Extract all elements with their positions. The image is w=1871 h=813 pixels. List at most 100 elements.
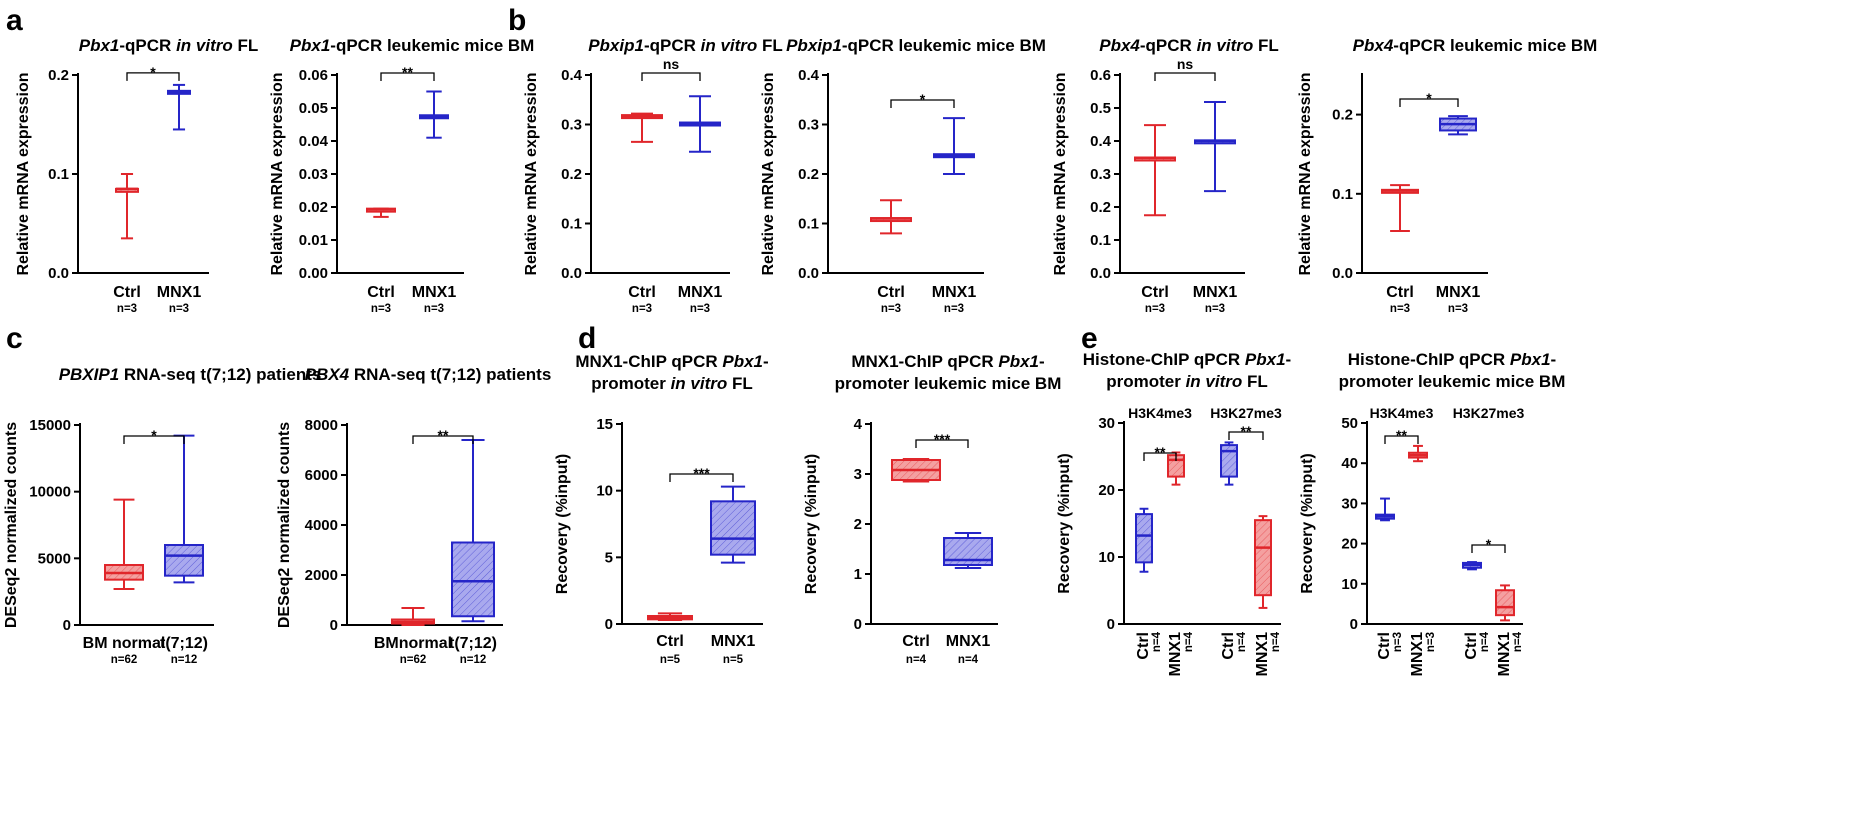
category-label: Ctrl xyxy=(1220,632,1237,660)
bracket-line xyxy=(641,72,701,81)
e2-l1-title-part: - xyxy=(1551,350,1557,369)
n-label: n=3 xyxy=(424,303,444,315)
d1-l2-title-part: in vitro xyxy=(671,374,728,393)
a2-title-part: -qPCR leukemic mice BM xyxy=(330,36,534,55)
n-label: n=12 xyxy=(460,654,487,666)
b3-title-part: in vitro xyxy=(1197,36,1254,55)
chart-d2: MNX1-ChIP qPCR Pbx1- promoter leukemic mi… xyxy=(803,352,1061,666)
y-axis-label: Relative mRNA expression xyxy=(15,72,32,275)
category-label: t(7;12) xyxy=(160,635,208,652)
box-iqr xyxy=(710,500,756,556)
y-tick-label: 2 xyxy=(854,516,862,533)
e2-l1-title-part: Pbx1 xyxy=(1510,350,1551,369)
chart-b4: Pbx4-qPCR leukemic mice BM 0.0 0.1 0.2 Relat… xyxy=(1297,36,1597,315)
bracket-line xyxy=(890,99,955,108)
y-tick-label: 0.3 xyxy=(561,117,582,134)
y-tick-label: 0.04 xyxy=(299,133,329,150)
significance-bracket: *** xyxy=(669,465,734,482)
d2-l1-title-part: - xyxy=(1039,352,1045,371)
bracket-line xyxy=(412,435,474,444)
y-axis-label: Relative mRNA expression xyxy=(1052,72,1069,275)
box-t-7-12- xyxy=(451,439,495,623)
box-ctrl xyxy=(115,173,139,240)
y-tick-label: 0.2 xyxy=(1090,199,1111,216)
b3-title: Pbx4-qPCR in vitro FL xyxy=(1099,36,1278,55)
y-tick-label: 0.0 xyxy=(48,265,69,282)
category-label: Ctrl xyxy=(656,633,684,650)
y-tick-label: 20 xyxy=(1341,536,1358,553)
box-iqr xyxy=(1495,589,1515,617)
box-iqr xyxy=(1254,519,1272,597)
significance-label: ns xyxy=(1177,56,1194,72)
category-label: MNX1 xyxy=(1496,632,1513,677)
significance-label: *** xyxy=(693,465,710,481)
category-label: Ctrl xyxy=(877,284,905,301)
e2-l1-title-part: Histone-ChIP qPCR xyxy=(1348,350,1510,369)
e1-l1-title-part: Pbx1 xyxy=(1245,350,1286,369)
category-label: t(7;12) xyxy=(449,635,497,652)
box-iqr xyxy=(1135,513,1153,564)
n-label: n=3 xyxy=(944,303,964,315)
chart-e2: Histone-ChIP qPCR Pbx1- promoter leukemic… xyxy=(1299,350,1565,676)
y-tick-label: 10 xyxy=(596,483,613,500)
histone-mark-label: H3K4me3 xyxy=(1370,405,1434,421)
b1-title: Pbxip1-qPCR in vitro FL xyxy=(588,36,783,55)
d1-l2-title-part: FL xyxy=(727,374,753,393)
category-label: MNX1 xyxy=(1193,284,1238,301)
y-axis-label: Recovery (%input) xyxy=(1299,453,1316,593)
box-mnx1 xyxy=(933,117,975,175)
n-label: n=3 xyxy=(1392,632,1404,652)
chart-a2: Pbx1-qPCR leukemic mice BM 0.00 0.01 0.02 0.… xyxy=(269,36,534,315)
box-bmnormal xyxy=(391,607,435,626)
y-tick-label: 15 xyxy=(596,416,613,433)
a1-title-part: in vitro xyxy=(176,36,233,55)
y-tick-label: 0.06 xyxy=(299,67,328,84)
box-h3k27me3-mnx1 xyxy=(1254,515,1272,609)
category-label: Ctrl xyxy=(113,284,141,301)
category-label: Ctrl xyxy=(1376,632,1393,660)
a1-title-part: -qPCR xyxy=(119,36,176,55)
n-label: n=3 xyxy=(371,303,391,315)
y-tick-label: 2000 xyxy=(305,567,338,584)
d1-l1-title: MNX1-ChIP qPCR Pbx1- xyxy=(575,352,768,371)
y-tick-label: 0.1 xyxy=(561,216,582,233)
y-tick-label: 0.1 xyxy=(48,166,69,183)
box-bm-normal xyxy=(104,498,144,590)
y-axis-label: DESeq2 normalized counts xyxy=(276,422,293,628)
a1-title-part: FL xyxy=(233,36,259,55)
d2-l1-title-part: MNX1-ChIP qPCR xyxy=(851,352,998,371)
box-mnx1 xyxy=(710,485,756,564)
y-tick-label: 0.5 xyxy=(1090,100,1111,117)
bracket-line xyxy=(1384,435,1419,444)
category-label: Ctrl xyxy=(1141,284,1169,301)
significance-label: *** xyxy=(934,431,951,447)
d1-l1-title-part: Pbx1 xyxy=(722,352,763,371)
significance-label: * xyxy=(1486,536,1492,552)
n-label: n=3 xyxy=(881,303,901,315)
category-label: MNX1 xyxy=(711,633,756,650)
significance-label: ns xyxy=(663,56,680,72)
significance-bracket: ** xyxy=(412,427,474,444)
category-label: MNX1 xyxy=(1167,632,1184,677)
d2-l1-title: MNX1-ChIP qPCR Pbx1- xyxy=(851,352,1044,371)
significance-bracket: ** xyxy=(1228,423,1264,440)
category-label: MNX1 xyxy=(412,284,457,301)
y-tick-label: 5 xyxy=(605,549,613,566)
significance-bracket: ** xyxy=(380,64,435,81)
y-tick-label: 0.0 xyxy=(1090,265,1111,282)
bracket-line xyxy=(1471,544,1506,553)
e1-l1-title: Histone-ChIP qPCR Pbx1- xyxy=(1083,350,1291,369)
y-axis-label: Recovery (%input) xyxy=(803,454,820,594)
significance-label: ** xyxy=(1155,444,1166,460)
y-axis-label: Recovery (%input) xyxy=(1056,453,1073,593)
e2-l1-title: Histone-ChIP qPCR Pbx1- xyxy=(1348,350,1556,369)
category-label: MNX1 xyxy=(1436,284,1481,301)
y-tick-label: 0.3 xyxy=(798,117,819,134)
significance-bracket: * xyxy=(1399,90,1459,107)
histone-mark-label: H3K27me3 xyxy=(1453,405,1525,421)
box-ctrl xyxy=(870,199,912,235)
significance-label: * xyxy=(151,427,157,443)
n-label: n=4 xyxy=(1512,631,1524,652)
